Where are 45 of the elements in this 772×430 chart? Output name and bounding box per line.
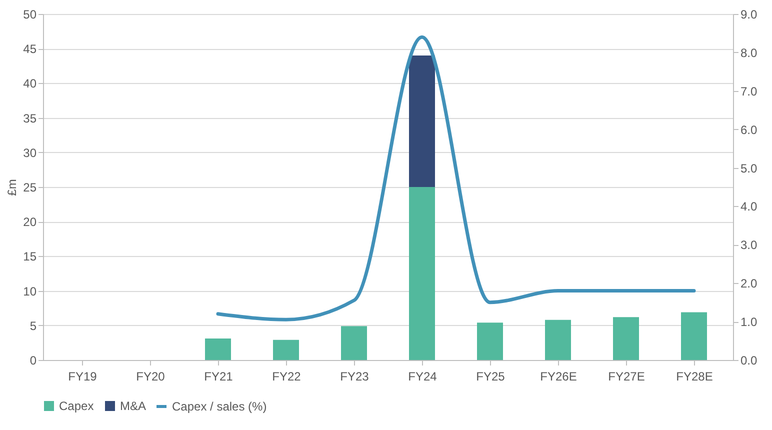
x-tick-label: FY20 — [136, 370, 166, 384]
bar — [409, 56, 435, 187]
y-tick-label: 30 — [23, 146, 37, 160]
legend-label: M&A — [120, 399, 146, 413]
y2-tick-label: 9.0 — [740, 8, 758, 22]
x-tick-label: FY22 — [272, 370, 302, 384]
y2-tick-label: 3.0 — [740, 238, 758, 252]
y-tick-label: 5 — [30, 318, 37, 333]
bar — [477, 322, 503, 360]
y-tick-label: 20 — [23, 215, 37, 230]
y-tick-label: 35 — [23, 111, 37, 126]
bar — [545, 320, 571, 360]
y2-tick-label: 2.0 — [740, 276, 758, 291]
y2-tick-label: 6.0 — [740, 122, 758, 137]
bar — [681, 312, 707, 360]
legend-label: Capex — [59, 399, 94, 413]
line-series — [216, 35, 696, 322]
y-tick-label: 0 — [30, 354, 37, 368]
bar — [341, 326, 367, 360]
y-tick-label: 25 — [23, 180, 37, 194]
y2-tick-label: 1.0 — [740, 315, 758, 330]
y-axis-title: £m — [5, 179, 20, 196]
y-tick-label: 40 — [23, 76, 37, 91]
x-tick-label: FY25 — [476, 370, 506, 384]
bar — [273, 340, 299, 360]
bar — [613, 317, 639, 360]
y-tick-label: 10 — [23, 284, 37, 298]
y2-tick-label: 8.0 — [740, 46, 758, 60]
x-tick-label: FY28E — [676, 370, 713, 384]
y-tick-label: 45 — [23, 42, 37, 56]
y2-tick-label: 0.0 — [740, 354, 758, 368]
y-tick-label: 50 — [23, 8, 37, 22]
y-tick-label: 15 — [23, 250, 37, 264]
x-tick-label: FY23 — [340, 370, 370, 384]
x-tick-label: FY21 — [204, 370, 234, 384]
y2-tick-label: 5.0 — [740, 161, 758, 176]
bar — [205, 338, 231, 360]
legend-label: Capex / sales (%) — [172, 400, 267, 414]
x-tick-label: FY26E — [540, 370, 577, 384]
x-tick-label: FY24 — [408, 370, 438, 384]
y2-tick-label: 7.0 — [740, 84, 758, 98]
x-tick-label: FY27E — [608, 370, 645, 384]
x-tick-label: FY19 — [68, 370, 98, 384]
y2-tick-label: 4.0 — [740, 200, 758, 214]
bar — [409, 187, 435, 360]
